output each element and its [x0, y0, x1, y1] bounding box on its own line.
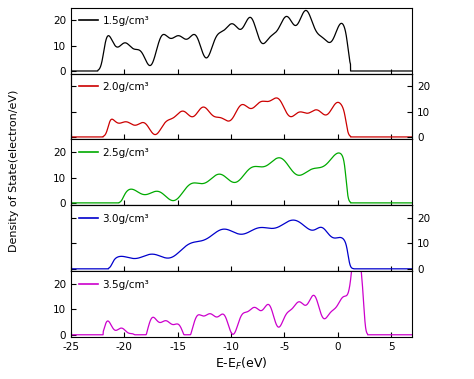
X-axis label: E-E$_{F}$(eV): E-E$_{F}$(eV): [215, 356, 268, 373]
Legend: 3.0g/cm³: 3.0g/cm³: [76, 211, 152, 227]
Legend: 3.5g/cm³: 3.5g/cm³: [76, 277, 152, 293]
Legend: 2.0g/cm³: 2.0g/cm³: [76, 79, 152, 95]
Text: Density of State(electron/eV): Density of State(electron/eV): [9, 89, 19, 252]
Legend: 2.5g/cm³: 2.5g/cm³: [76, 145, 152, 161]
Legend: 1.5g/cm³: 1.5g/cm³: [76, 13, 152, 29]
